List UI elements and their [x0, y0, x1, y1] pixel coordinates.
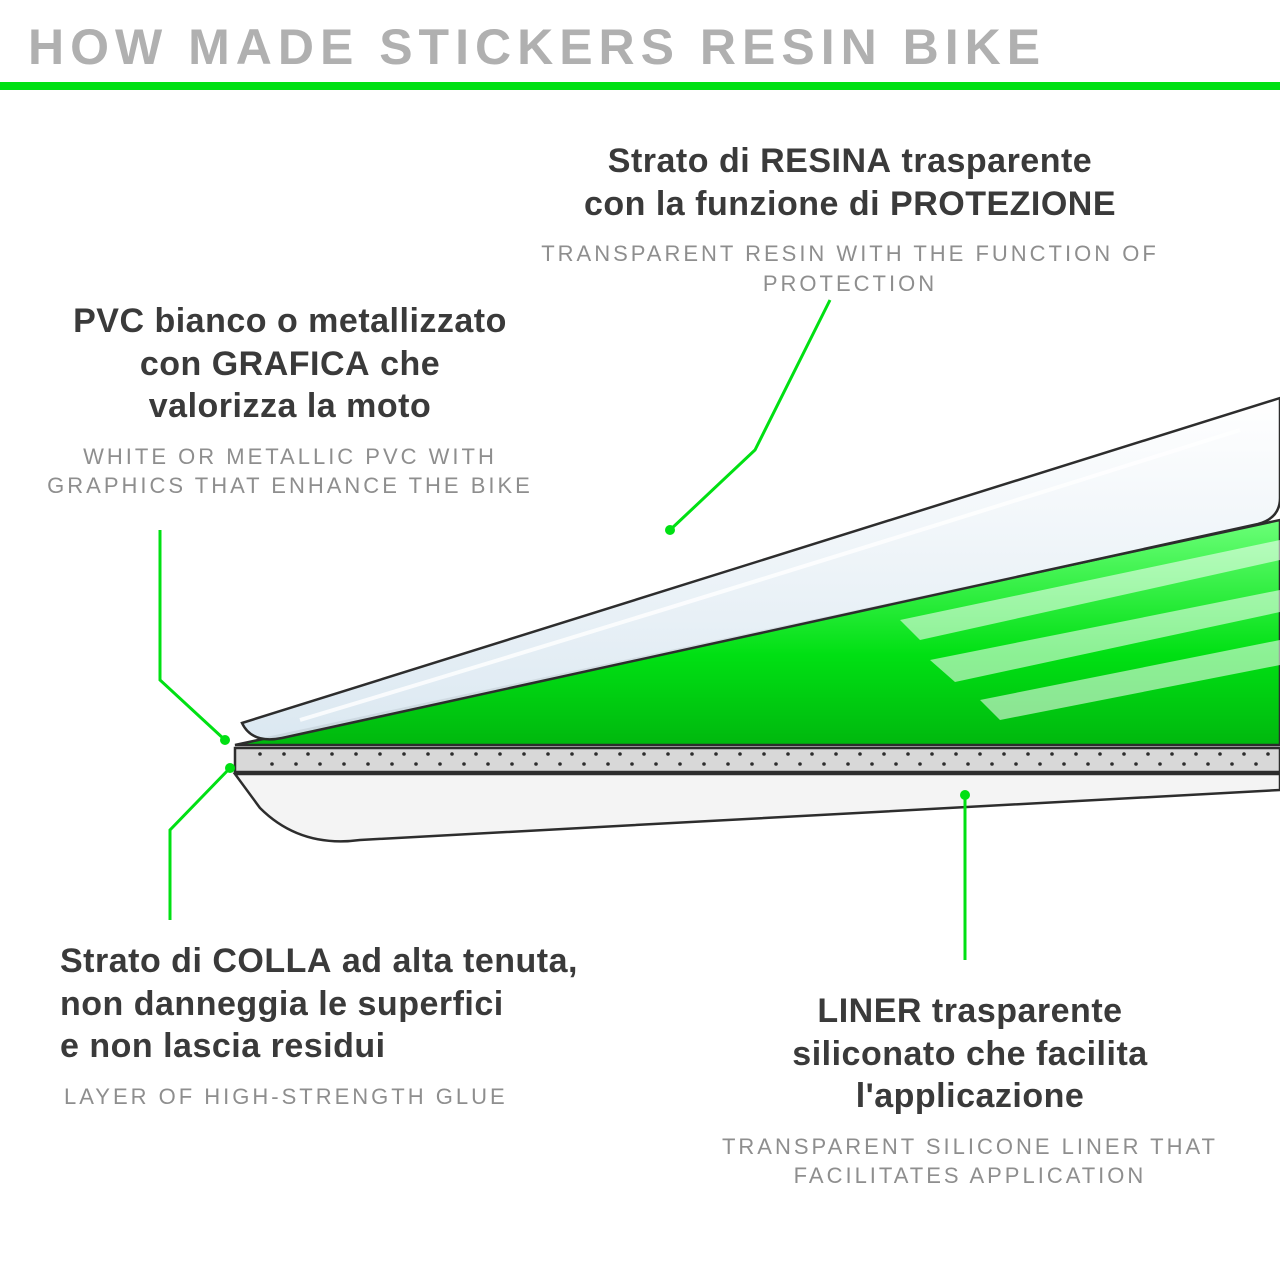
leader-glue	[170, 768, 230, 920]
leader-resin	[670, 300, 830, 530]
layer-glue	[235, 748, 1280, 772]
layer-liner	[235, 774, 1280, 841]
leader-pvc	[160, 530, 225, 740]
layers-diagram	[0, 0, 1280, 1280]
